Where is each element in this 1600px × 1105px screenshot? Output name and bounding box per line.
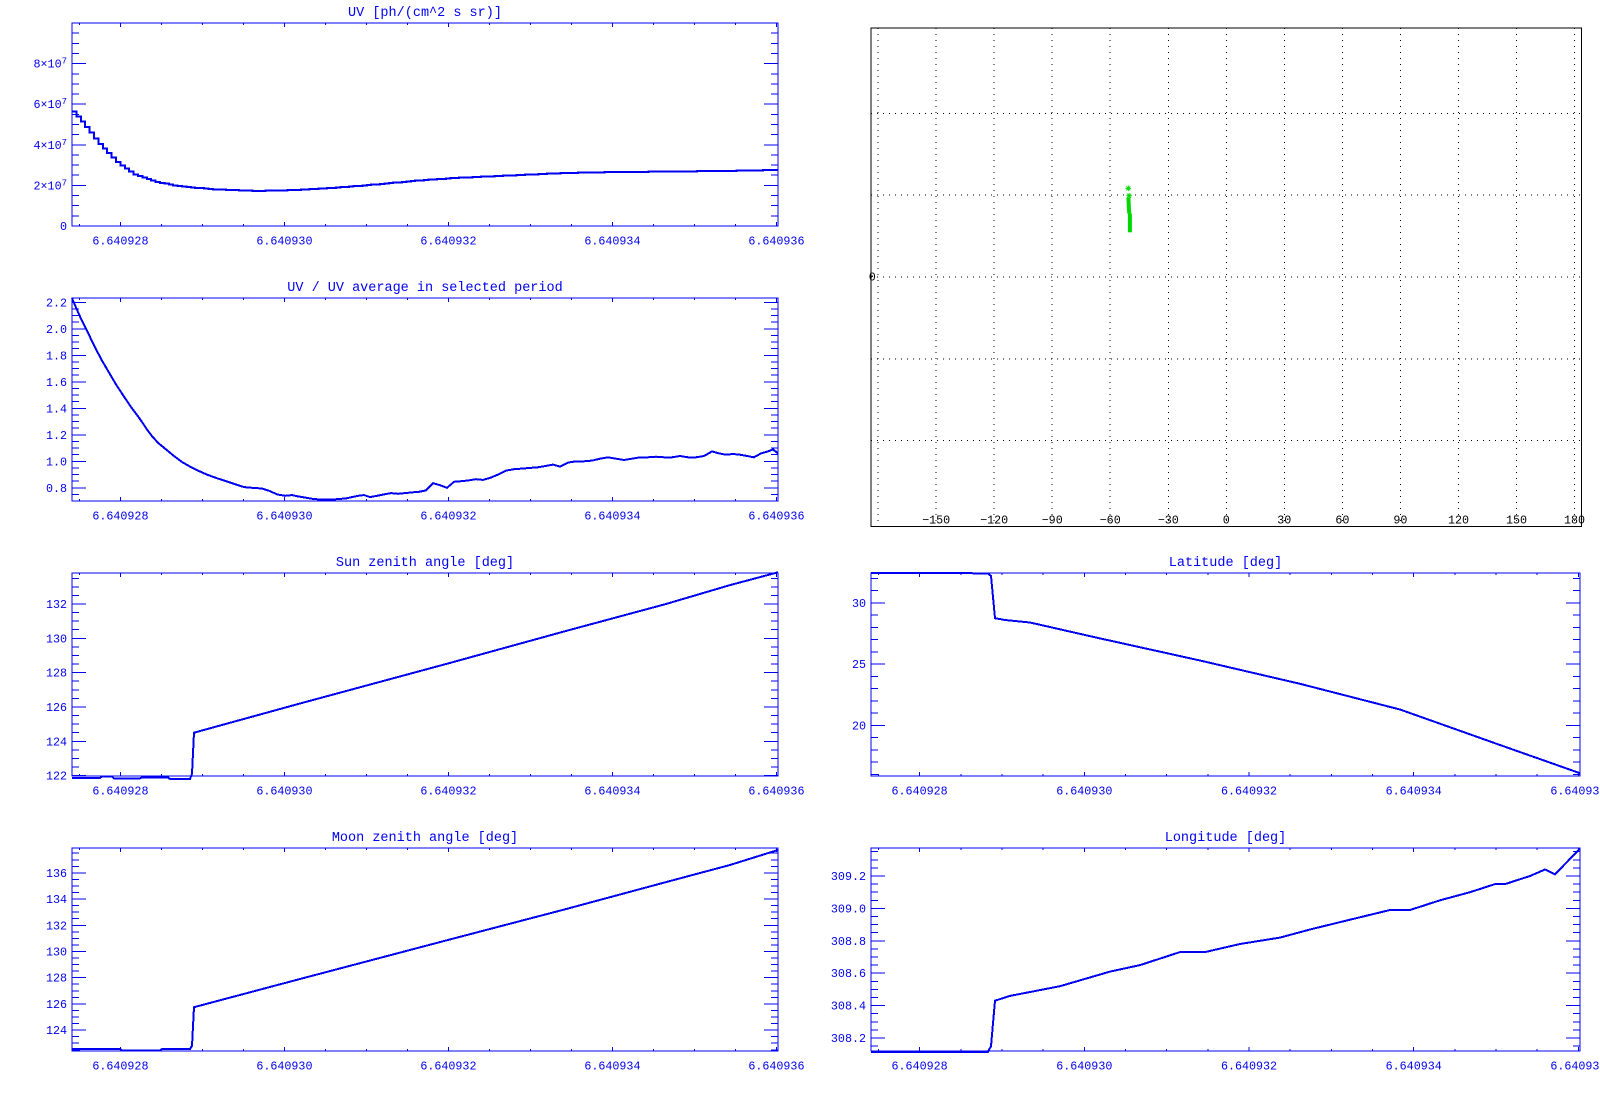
svg-text:6.640934: 6.640934 — [1386, 1060, 1442, 1074]
svg-text:124: 124 — [46, 1024, 67, 1038]
svg-text:−120: −120 — [980, 514, 1008, 528]
svg-text:150: 150 — [1506, 514, 1527, 528]
svg-text:309.2: 309.2 — [831, 870, 866, 884]
svg-text:6.640936: 6.640936 — [1550, 1060, 1600, 1074]
svg-text:−90: −90 — [1042, 514, 1063, 528]
svg-text:6.640932: 6.640932 — [420, 510, 476, 524]
svg-text:2.0: 2.0 — [46, 323, 67, 337]
svg-text:6.640930: 6.640930 — [256, 235, 312, 249]
svg-text:8×107: 8×107 — [34, 57, 67, 72]
svg-text:0.8: 0.8 — [46, 482, 67, 496]
svg-text:6.640930: 6.640930 — [1056, 1060, 1112, 1074]
svg-text:Latitude [deg]: Latitude [deg] — [1169, 556, 1282, 571]
svg-text:UV / UV average in selected pe: UV / UV average in selected period — [287, 281, 562, 296]
svg-text:128: 128 — [46, 972, 67, 986]
svg-text:Longitude [deg]: Longitude [deg] — [1165, 831, 1287, 846]
svg-text:130: 130 — [46, 946, 67, 960]
svg-text:25: 25 — [852, 658, 866, 672]
svg-text:−150: −150 — [922, 514, 950, 528]
svg-text:6.640936: 6.640936 — [748, 785, 804, 799]
svg-text:UV [ph/(cm^2 s sr)]: UV [ph/(cm^2 s sr)] — [348, 6, 502, 21]
svg-text:128: 128 — [46, 667, 67, 681]
svg-text:60: 60 — [1335, 514, 1349, 528]
svg-text:132: 132 — [46, 598, 67, 612]
svg-text:6.640932: 6.640932 — [1221, 785, 1277, 799]
svg-text:6.640934: 6.640934 — [1386, 785, 1442, 799]
svg-text:6.640936: 6.640936 — [748, 235, 804, 249]
svg-text:0: 0 — [869, 271, 876, 285]
svg-text:6.640928: 6.640928 — [892, 1060, 948, 1074]
svg-text:0: 0 — [1223, 514, 1230, 528]
svg-text:30: 30 — [852, 597, 866, 611]
svg-text:6.640928: 6.640928 — [92, 510, 148, 524]
svg-text:6.640934: 6.640934 — [584, 785, 640, 799]
svg-text:Sun zenith angle [deg]: Sun zenith angle [deg] — [336, 556, 514, 571]
svg-text:6.640930: 6.640930 — [256, 1060, 312, 1074]
svg-text:120: 120 — [1448, 514, 1469, 528]
svg-text:6.640932: 6.640932 — [420, 1060, 476, 1074]
svg-text:6×107: 6×107 — [34, 97, 67, 112]
svg-text:−60: −60 — [1100, 514, 1121, 528]
svg-text:180: 180 — [1564, 514, 1585, 528]
svg-text:308.8: 308.8 — [831, 935, 866, 949]
svg-text:6.640928: 6.640928 — [92, 1060, 148, 1074]
svg-text:4×107: 4×107 — [34, 138, 67, 153]
svg-text:90: 90 — [1393, 514, 1407, 528]
svg-text:6.640928: 6.640928 — [892, 785, 948, 799]
svg-text:2×107: 2×107 — [34, 178, 67, 193]
svg-text:1.6: 1.6 — [46, 376, 67, 390]
svg-text:6.640932: 6.640932 — [420, 235, 476, 249]
svg-text:1.8: 1.8 — [46, 349, 67, 363]
svg-text:1.2: 1.2 — [46, 429, 67, 443]
svg-text:1.4: 1.4 — [46, 402, 67, 416]
svg-text:6.640934: 6.640934 — [584, 510, 640, 524]
svg-text:−30: −30 — [1158, 514, 1179, 528]
svg-text:308.6: 308.6 — [831, 967, 866, 981]
svg-text:6.640936: 6.640936 — [748, 1060, 804, 1074]
svg-text:6.640930: 6.640930 — [256, 510, 312, 524]
svg-text:6.640928: 6.640928 — [92, 235, 148, 249]
svg-text:308.4: 308.4 — [831, 1000, 866, 1014]
svg-text:132: 132 — [46, 919, 67, 933]
svg-text:130: 130 — [46, 632, 67, 646]
svg-text:30: 30 — [1277, 514, 1291, 528]
svg-text:134: 134 — [46, 893, 67, 907]
svg-text:2.2: 2.2 — [46, 296, 67, 310]
svg-text:6.640928: 6.640928 — [92, 785, 148, 799]
svg-text:6.640936: 6.640936 — [748, 510, 804, 524]
svg-text:6.640930: 6.640930 — [1056, 785, 1112, 799]
svg-text:122: 122 — [46, 770, 67, 784]
svg-text:6.640934: 6.640934 — [584, 235, 640, 249]
svg-text:124: 124 — [46, 735, 67, 749]
svg-text:126: 126 — [46, 701, 67, 715]
svg-text:308.2: 308.2 — [831, 1032, 866, 1046]
svg-text:6.640932: 6.640932 — [1221, 1060, 1277, 1074]
svg-text:136: 136 — [46, 867, 67, 881]
svg-text:6.640934: 6.640934 — [584, 1060, 640, 1074]
svg-text:6.640936: 6.640936 — [1550, 785, 1600, 799]
svg-text:309.0: 309.0 — [831, 902, 866, 916]
svg-text:6.640932: 6.640932 — [420, 785, 476, 799]
svg-text:6.640930: 6.640930 — [256, 785, 312, 799]
svg-text:1.0: 1.0 — [46, 455, 67, 469]
svg-text:0: 0 — [60, 220, 67, 234]
svg-text:Moon zenith angle [deg]: Moon zenith angle [deg] — [332, 831, 518, 846]
svg-text:20: 20 — [852, 719, 866, 733]
svg-text:126: 126 — [46, 998, 67, 1012]
